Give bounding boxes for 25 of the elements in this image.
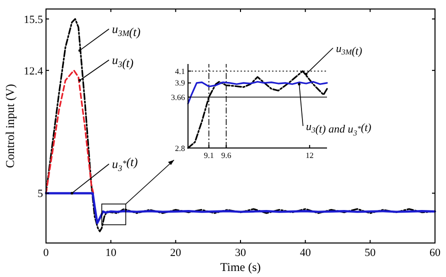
x-tick-label: 10 <box>105 247 117 259</box>
x-tick-label: 40 <box>300 247 312 259</box>
y-axis-title: Control input (V) <box>3 84 17 168</box>
line-series <box>45 70 94 194</box>
y-tick-label: 4.1 <box>175 66 185 76</box>
x-tick-label: 9.6 <box>221 151 232 160</box>
annotation: u$_{3M}$(t) <box>336 43 362 58</box>
y-tick-label: 3.66 <box>171 92 185 102</box>
y-tick-label: 5 <box>38 188 44 200</box>
line-series <box>187 80 328 104</box>
x-tick-label: 50 <box>364 247 376 259</box>
x-axis-title: Time (s) <box>220 260 261 274</box>
y-tick-label: 2.8 <box>175 144 185 153</box>
y-tick-label: 3.9 <box>175 78 185 88</box>
x-tick-label: 30 <box>235 247 246 259</box>
x-tick-label: 9.1 <box>204 151 214 160</box>
annotation: u$_{3}$(t) <box>112 53 134 70</box>
x-tick-label: 20 <box>170 247 182 259</box>
line-series <box>44 192 436 224</box>
annotation: u$_{3M}$(t) <box>112 22 140 39</box>
x-tick-label: 60 <box>430 247 441 259</box>
x-tick-label: 0 <box>43 247 50 259</box>
x-tick-label: 12 <box>306 151 314 160</box>
y-tick-label: 15.5 <box>24 14 44 26</box>
y-tick-label: 12.4 <box>24 65 44 78</box>
